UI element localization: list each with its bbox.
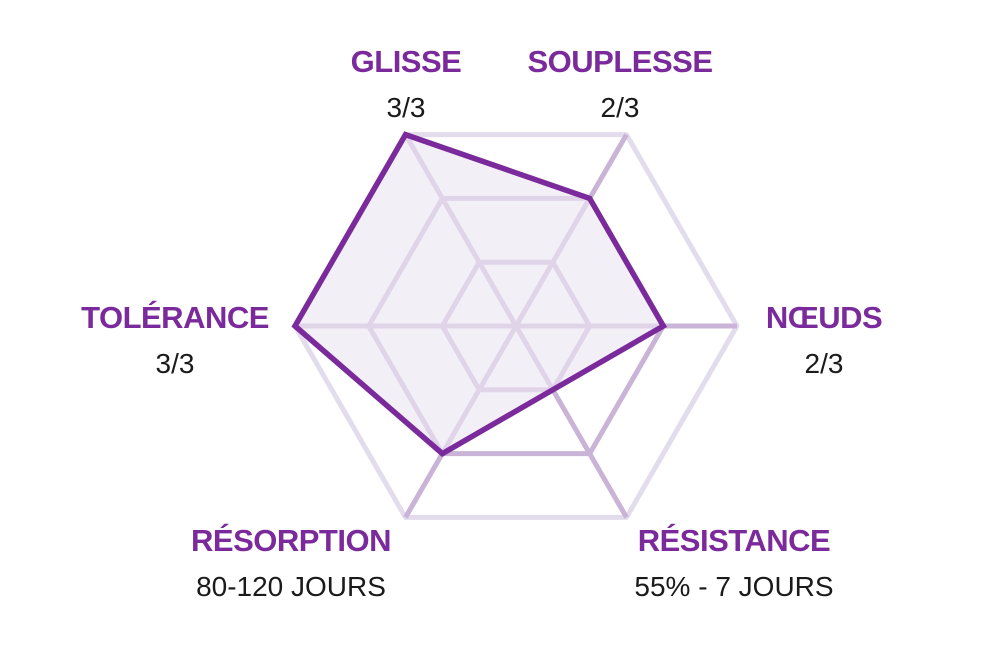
- axis-value-noeuds: 2/3: [805, 348, 844, 379]
- axis-label-resorption: RÉSORPTION: [191, 523, 391, 558]
- radar-series: [291, 131, 668, 457]
- series-area-fill: [295, 134, 664, 454]
- axis-label-noeuds: NŒUDS: [766, 300, 882, 335]
- axis-label-glisse: GLISSE: [351, 44, 462, 79]
- series-outline: [291, 131, 668, 457]
- axis-value-glisse: 3/3: [387, 92, 426, 123]
- axis-value-tolerance: 3/3: [156, 348, 195, 379]
- axis-value-souplesse: 2/3: [601, 92, 640, 123]
- axis-value-resorption: 80-120 JOURS: [196, 571, 386, 602]
- axis-label-souplesse: SOUPLESSE: [528, 44, 713, 79]
- axis-value-resistance: 55% - 7 JOURS: [634, 571, 833, 602]
- axis-labels: GLISSE 3/3 SOUPLESSE 2/3 NŒUDS 2/3 RÉSIS…: [81, 44, 883, 602]
- axis-label-resistance: RÉSISTANCE: [638, 523, 831, 558]
- axis-label-tolerance: TOLÉRANCE: [81, 300, 269, 335]
